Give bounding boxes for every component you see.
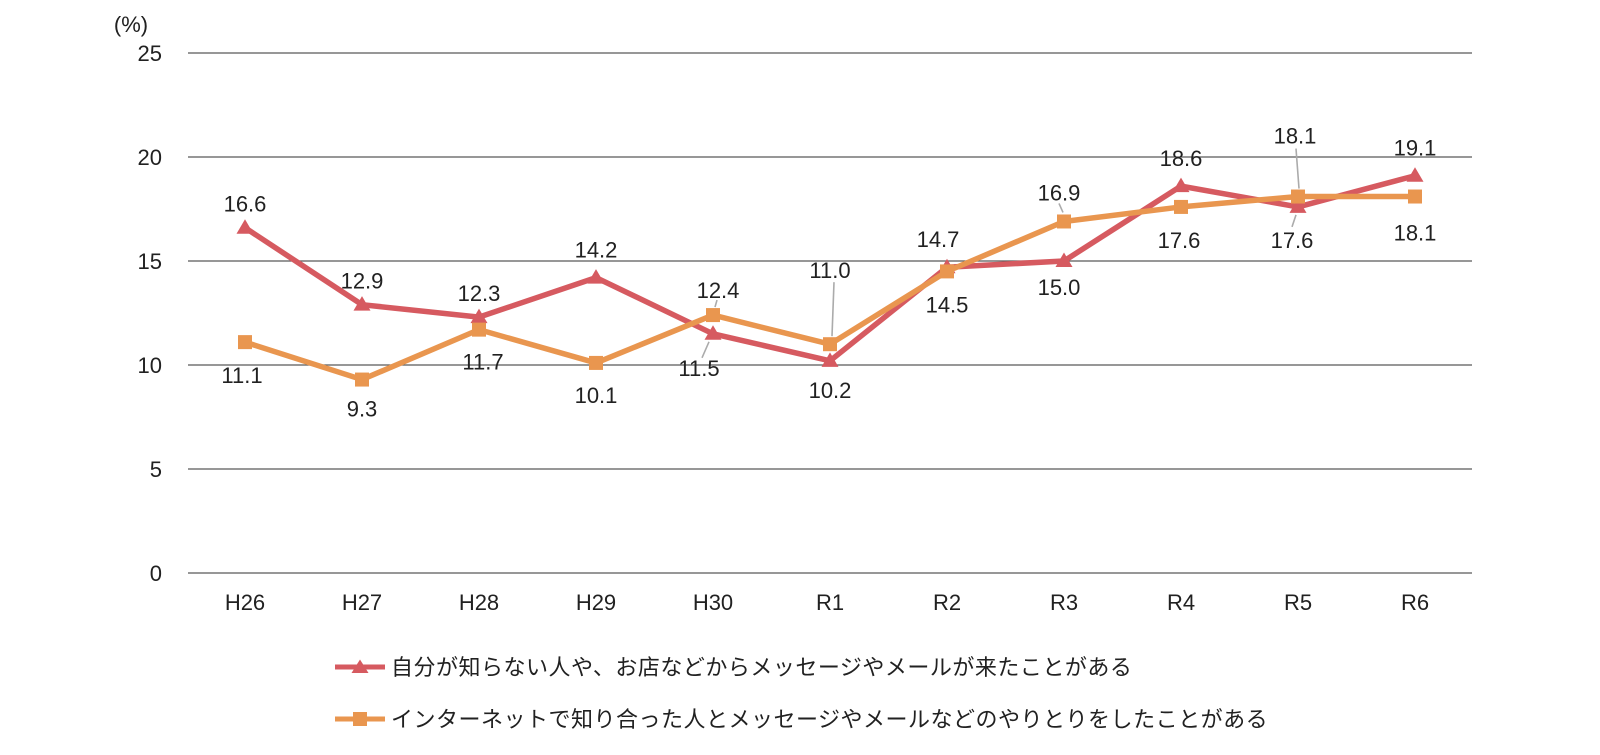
marker-square-icon xyxy=(706,308,720,323)
y-axis-tick-label: 5 xyxy=(150,457,162,482)
x-axis-tick-label-H30: H30 xyxy=(693,590,733,615)
x-axis-tick-label-H28: H28 xyxy=(459,590,499,615)
legend-item-internet-acquaintance-messages: インターネットで知り合った人とメッセージやメールなどのやりとりをしたことがある xyxy=(333,704,1268,732)
y-axis-tick-label: 10 xyxy=(138,353,162,378)
data-label: 18.1 xyxy=(1394,221,1437,246)
marker-triangle-icon xyxy=(821,352,839,367)
marker-square-icon xyxy=(589,355,603,370)
data-label: 14.7 xyxy=(917,227,960,252)
data-label: 12.3 xyxy=(458,281,501,306)
data-label: 10.1 xyxy=(575,383,618,408)
data-label-leader-line xyxy=(714,299,718,308)
data-label: 14.2 xyxy=(575,238,618,263)
data-label: 11.5 xyxy=(678,356,719,381)
marker-square-icon xyxy=(238,335,252,350)
data-label: 12.9 xyxy=(341,269,384,294)
marker-triangle-icon xyxy=(470,308,488,324)
y-axis-tick-label: 25 xyxy=(138,41,162,66)
marker-square-icon xyxy=(1174,199,1188,214)
marker-square-icon xyxy=(940,264,954,279)
x-axis-tick-label-H29: H29 xyxy=(576,590,616,615)
marker-triangle-icon xyxy=(1172,177,1190,193)
marker-square-icon xyxy=(355,372,369,387)
data-label-leader-line xyxy=(1291,214,1297,228)
marker-square-icon xyxy=(1291,189,1305,204)
legend-item-unknown-sender-messages: 自分が知らない人や、お店などからメッセージやメールが来たことがある xyxy=(333,652,1132,680)
legend-label-internet-acquaintance-messages: インターネットで知り合った人とメッセージやメールなどのやりとりをしたことがある xyxy=(391,707,1269,732)
data-label: 18.1 xyxy=(1274,124,1317,149)
marker-triangle-icon xyxy=(587,269,605,284)
marker-triangle-icon xyxy=(236,219,254,234)
y-axis-tick-label: 0 xyxy=(150,561,162,586)
x-axis-tick-label-R5: R5 xyxy=(1284,590,1312,615)
data-label: 15.0 xyxy=(1038,275,1081,300)
marker-square-icon xyxy=(1408,189,1422,204)
data-label: 12.4 xyxy=(697,278,740,303)
marker-triangle-icon xyxy=(353,296,371,311)
x-axis-tick-label-H26: H26 xyxy=(225,590,265,615)
marker-square-icon xyxy=(823,337,837,352)
x-axis-tick-label-H27: H27 xyxy=(342,590,382,615)
data-label: 14.5 xyxy=(926,292,969,317)
x-axis-tick-label-R1: R1 xyxy=(816,590,844,615)
x-axis-tick-label-R6: R6 xyxy=(1401,590,1429,615)
x-axis-tick-label-R3: R3 xyxy=(1050,590,1078,615)
legend-label-unknown-sender-messages: 自分が知らない人や、お店などからメッセージやメールが来たことがある xyxy=(391,655,1133,680)
data-label: 18.6 xyxy=(1160,146,1203,171)
x-axis-tick-label-R2: R2 xyxy=(933,590,961,615)
series-line-orange xyxy=(242,193,1418,383)
x-axis-tick-label-R4: R4 xyxy=(1167,590,1195,615)
data-label: 19.1 xyxy=(1394,136,1437,161)
marker-square-icon xyxy=(1057,214,1071,229)
data-label: 11.7 xyxy=(462,350,503,375)
data-label-leader-line xyxy=(1295,148,1300,189)
marker-triangle-icon xyxy=(704,325,722,340)
data-label: 16.9 xyxy=(1038,180,1081,205)
y-axis-unit-label: (%) xyxy=(114,12,148,37)
marker-square-icon xyxy=(472,322,486,337)
legend-orange-line-square-icon xyxy=(335,712,385,726)
marker-triangle-icon xyxy=(1289,198,1307,213)
data-label: 11.0 xyxy=(809,258,850,283)
data-label: 11.1 xyxy=(221,363,262,388)
data-label-leader-line xyxy=(831,282,835,337)
data-label: 9.3 xyxy=(347,397,378,422)
data-label: 17.6 xyxy=(1158,228,1201,253)
data-label: 16.6 xyxy=(224,192,267,217)
y-axis-tick-label: 20 xyxy=(138,145,162,170)
y-axis-tick-label: 15 xyxy=(138,249,162,274)
data-label: 10.2 xyxy=(809,378,852,403)
marker-triangle-icon xyxy=(1406,167,1424,182)
data-label-leader-line xyxy=(1058,203,1064,213)
marker-triangle-icon xyxy=(1055,252,1073,267)
legend-red-line-triangle-icon xyxy=(335,659,385,673)
data-label: 17.6 xyxy=(1271,228,1314,253)
data-label-leader-line xyxy=(701,341,710,359)
